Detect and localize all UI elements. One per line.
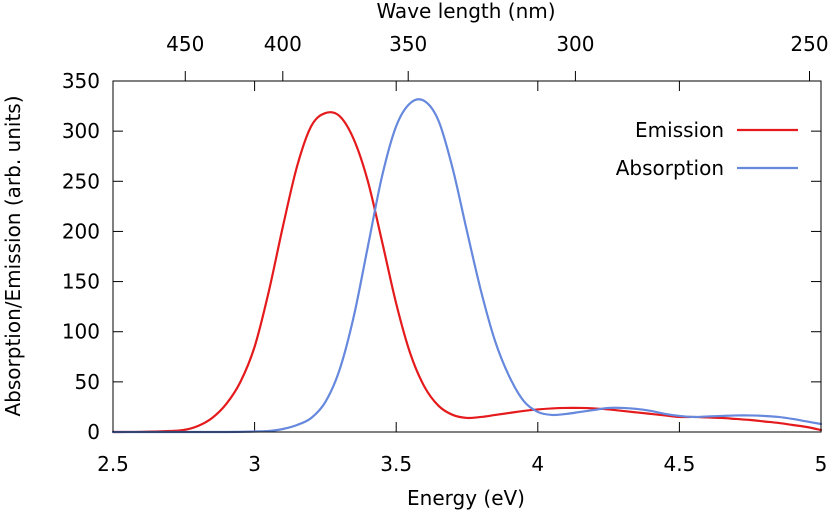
y-tick-label: 200 xyxy=(62,219,100,243)
plot-frame xyxy=(112,80,822,433)
x2-tick-label: 400 xyxy=(264,32,302,56)
y-tick-label: 150 xyxy=(62,270,100,294)
x2-axis-title: Wave length (nm) xyxy=(376,0,555,23)
x2-tick-label: 300 xyxy=(556,32,594,56)
legend-label-emission: Emission xyxy=(635,118,724,142)
y-axis-title: Absorption/Emission (arb. units) xyxy=(1,95,25,416)
axis-ticks: 2.5 3 3.5 4 4.5 5 450 400 350 300 250 0 50 100 150 200 2… xyxy=(62,32,829,476)
x-tick-label: 2.5 xyxy=(97,452,129,476)
y-tick-label: 250 xyxy=(62,169,100,193)
y-tick-label: 100 xyxy=(62,320,100,344)
x-tick-label: 5 xyxy=(815,452,828,476)
legend: Emission Absorption xyxy=(616,118,798,180)
x2-tick-label: 450 xyxy=(166,32,204,56)
legend-label-absorption: Absorption xyxy=(616,156,724,180)
x-tick-label: 3 xyxy=(248,452,261,476)
data-series xyxy=(111,98,823,434)
x-tick-label: 3.5 xyxy=(380,452,412,476)
y-tick-label: 300 xyxy=(62,119,100,143)
x-axis-title: Energy (eV) xyxy=(407,486,525,510)
x-tick-label: 4.5 xyxy=(663,452,695,476)
x-tick-label: 4 xyxy=(531,452,544,476)
y-tick-label: 0 xyxy=(87,420,100,444)
series-line-absorption xyxy=(111,98,823,434)
y-tick-label: 350 xyxy=(62,69,100,93)
y-tick-label: 50 xyxy=(75,370,100,394)
x2-tick-label: 350 xyxy=(389,32,427,56)
x2-tick-label: 250 xyxy=(790,32,828,56)
